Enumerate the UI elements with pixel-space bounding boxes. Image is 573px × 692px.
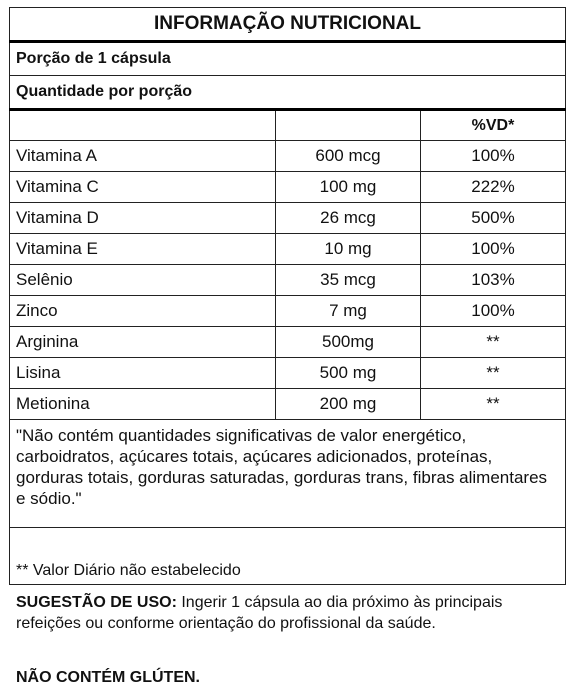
nutrient-amount: 200 mg (275, 388, 421, 420)
table-title: INFORMAÇÃO NUTRICIONAL (9, 7, 566, 43)
table-row: Vitamina D 26 mcg 500% (9, 202, 566, 234)
nutrient-amount: 600 mcg (275, 140, 421, 172)
nutrient-vd: 100% (420, 295, 566, 327)
nutrient-amount: 500 mg (275, 357, 421, 389)
table-row: Lisina 500 mg ** (9, 357, 566, 389)
table-row: Vitamina C 100 mg 222% (9, 171, 566, 203)
nutrient-amount: 10 mg (275, 233, 421, 265)
table-row: Metionina 200 mg ** (9, 388, 566, 420)
usage-label: SUGESTÃO DE USO: (16, 594, 177, 611)
column-header-row: %VD* (9, 109, 566, 141)
table-row: Arginina 500mg ** (9, 326, 566, 358)
disclaimer-text: "Não contém quantidades significativas d… (9, 419, 566, 528)
nutrient-vd: ** (420, 326, 566, 358)
nutrient-name: Arginina (9, 326, 276, 358)
nutrient-amount: 35 mcg (275, 264, 421, 296)
nutrient-amount: 500mg (275, 326, 421, 358)
nutrient-name: Vitamina D (9, 202, 276, 234)
quantity-row: Quantidade por porção (9, 75, 566, 111)
nutrient-name: Vitamina A (9, 140, 276, 172)
serving-row: Porção de 1 cápsula (9, 41, 566, 76)
header-vd: %VD* (420, 109, 566, 141)
footnote-text: ** Valor Diário não estabelecido (9, 527, 566, 585)
nutrition-table: INFORMAÇÃO NUTRICIONAL Porção de 1 cápsu… (9, 7, 566, 585)
disclaimer-row: "Não contém quantidades significativas d… (9, 419, 566, 528)
nutrient-vd: ** (420, 357, 566, 389)
nutrient-vd: 100% (420, 140, 566, 172)
nutrient-vd: 103% (420, 264, 566, 296)
footnote-row: ** Valor Diário não estabelecido (9, 527, 566, 585)
table-row: Vitamina A 600 mcg 100% (9, 140, 566, 172)
nutrient-amount: 7 mg (275, 295, 421, 327)
nutrient-name: Lisina (9, 357, 276, 389)
nutrient-vd: 100% (420, 233, 566, 265)
header-blank-name (9, 109, 276, 141)
header-blank-amount (275, 109, 421, 141)
table-row: Zinco 7 mg 100% (9, 295, 566, 327)
nutrient-name: Vitamina E (9, 233, 276, 265)
serving-size: Porção de 1 cápsula (9, 41, 566, 76)
nutrient-vd: 500% (420, 202, 566, 234)
nutrient-name: Vitamina C (9, 171, 276, 203)
usage-text: Ingerir 1 cápsula ao dia próximo às prin… (16, 594, 503, 632)
nutrient-vd: ** (420, 388, 566, 420)
quantity-per-serving: Quantidade por porção (9, 75, 566, 111)
nutrient-name: Selênio (9, 264, 276, 296)
nutrient-name: Zinco (9, 295, 276, 327)
table-row: Selênio 35 mcg 103% (9, 264, 566, 296)
table-row: Vitamina E 10 mg 100% (9, 233, 566, 265)
table-title-row: INFORMAÇÃO NUTRICIONAL (9, 7, 566, 43)
nutrient-amount: 100 mg (275, 171, 421, 203)
nutrient-amount: 26 mcg (275, 202, 421, 234)
usage-suggestion: SUGESTÃO DE USO: Ingerir 1 cápsula ao di… (16, 592, 561, 634)
nutrient-vd: 222% (420, 171, 566, 203)
nutrient-name: Metionina (9, 388, 276, 420)
gluten-notice: NÃO CONTÉM GLÚTEN. (16, 669, 200, 686)
